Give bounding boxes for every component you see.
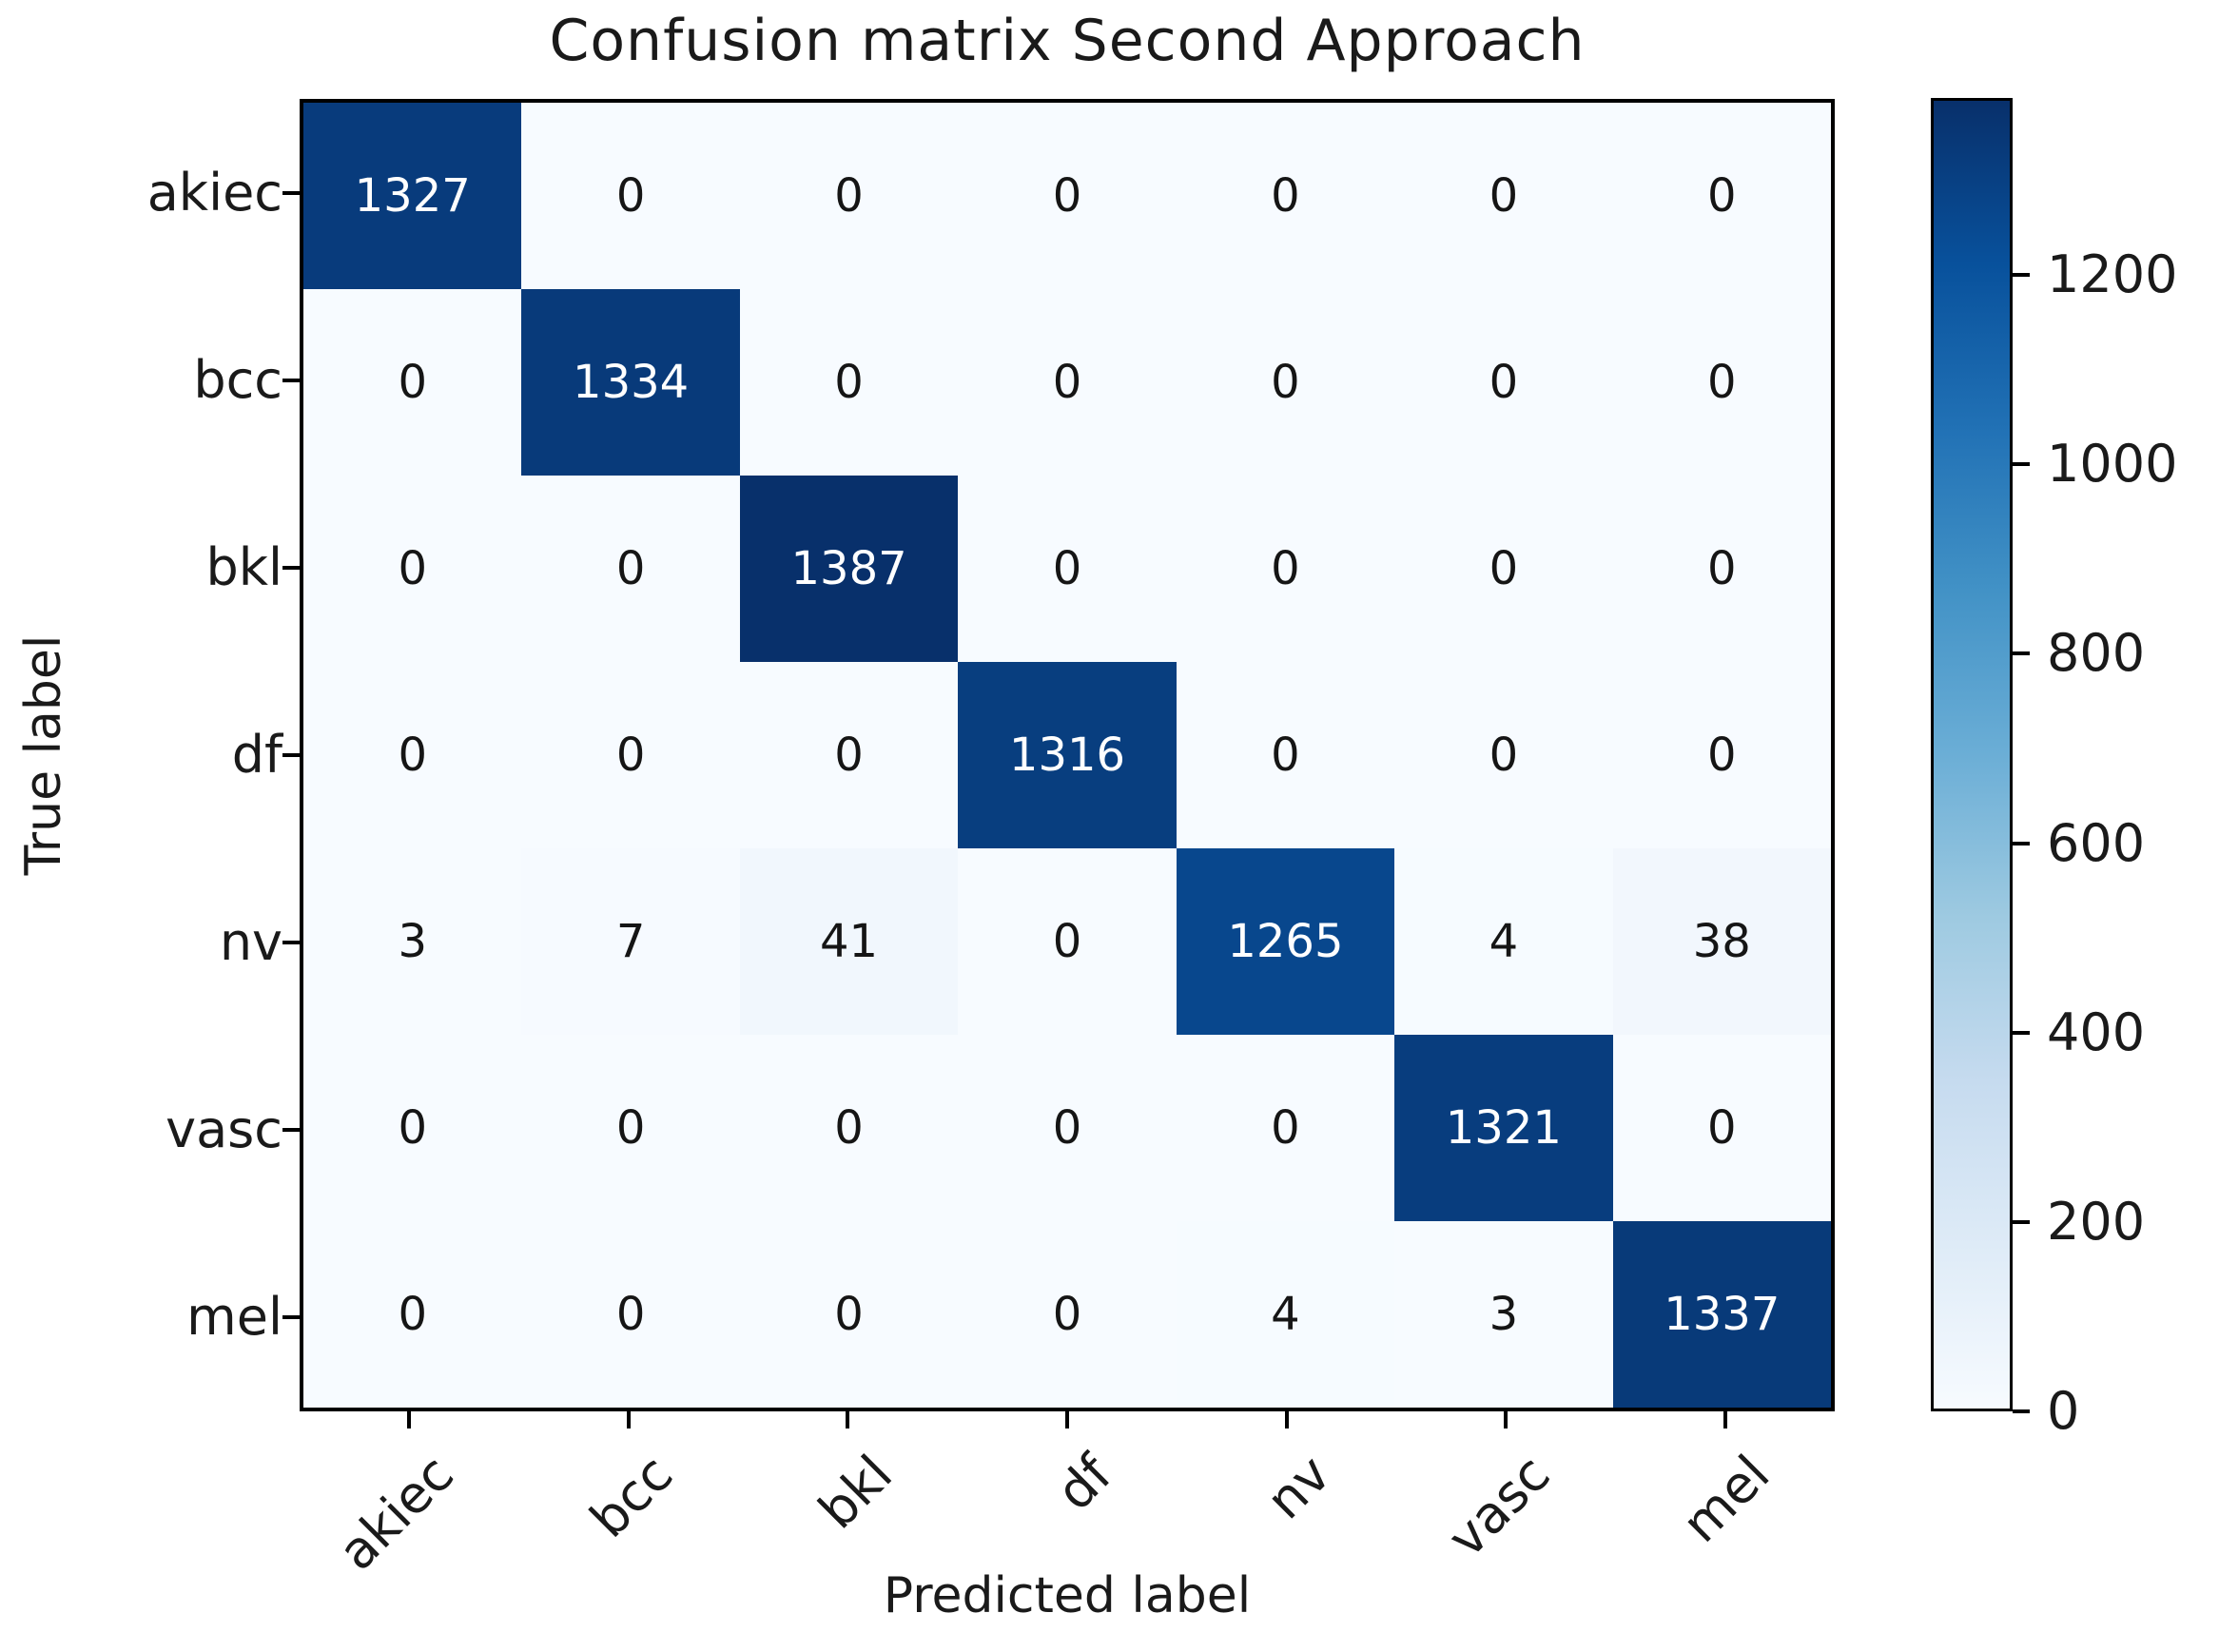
xtick-label-df: df: [1044, 1444, 1123, 1523]
matrix-cell-akiec-mel: 0: [1612, 103, 1831, 289]
matrix-cell-mel-bkl: 0: [739, 1221, 959, 1408]
matrix-cell-df-nv: 0: [1176, 662, 1395, 848]
matrix-cell-akiec-bkl: 0: [739, 103, 959, 289]
colorbar-tick-label-800: 800: [2047, 623, 2146, 684]
matrix-cell-bcc-bkl: 0: [739, 289, 959, 476]
ytick-label-mel: mel: [186, 1287, 282, 1348]
matrix-cell-bcc-df: 0: [958, 289, 1177, 476]
ytick-label-bcc: bcc: [193, 349, 282, 410]
colorbar-tick-mark: [2013, 1409, 2030, 1413]
colorbar-tick-mark: [2013, 273, 2030, 278]
heatmap-axes: 1327 0 0 0 0 0 0 0 1334 0 0 0 0 0 0 0 1387 0 0 0 0 0 0 0 1316 0 0 0…: [300, 99, 1835, 1411]
xtick-label-akiec: akiec: [326, 1444, 465, 1583]
ytick-mark: [282, 941, 300, 945]
matrix-cell-nv-bkl: 41: [739, 848, 959, 1035]
ytick-mark: [282, 1315, 300, 1320]
ytick-label-vasc: vasc: [165, 1099, 282, 1160]
xtick-label-vasc: vasc: [1436, 1444, 1562, 1569]
matrix-cell-mel-bcc: 0: [521, 1221, 740, 1408]
matrix-cell-vasc-df: 0: [958, 1035, 1177, 1221]
matrix-cell-bcc-nv: 0: [1176, 289, 1395, 476]
matrix-cell-df-akiec: 0: [303, 662, 522, 848]
matrix-cell-bkl-vasc: 0: [1394, 476, 1613, 662]
matrix-cell-bkl-df: 0: [958, 476, 1177, 662]
matrix-cell-bcc-vasc: 0: [1394, 289, 1613, 476]
matrix-cell-bkl-bkl: 1387: [739, 476, 959, 662]
matrix-cell-df-mel: 0: [1612, 662, 1831, 848]
colorbar-tick-label-1200: 1200: [2047, 244, 2178, 305]
matrix-cell-nv-akiec: 3: [303, 848, 522, 1035]
matrix-cell-bkl-nv: 0: [1176, 476, 1395, 662]
matrix-cell-vasc-nv: 0: [1176, 1035, 1395, 1221]
matrix-cell-akiec-akiec: 1327: [303, 103, 522, 289]
matrix-cell-vasc-bkl: 0: [739, 1035, 959, 1221]
colorbar-tick-label-200: 200: [2047, 1191, 2146, 1252]
xtick-mark: [1504, 1411, 1509, 1428]
matrix-cell-akiec-bcc: 0: [521, 103, 740, 289]
ytick-mark: [282, 1128, 300, 1133]
matrix-cell-df-bcc: 0: [521, 662, 740, 848]
colorbar-tick-mark: [2013, 1219, 2030, 1224]
matrix-cell-bcc-akiec: 0: [303, 289, 522, 476]
matrix-cell-mel-mel: 1337: [1612, 1221, 1831, 1408]
matrix-cell-vasc-mel: 0: [1612, 1035, 1831, 1221]
matrix-cell-mel-nv: 4: [1176, 1221, 1395, 1408]
matrix-cell-bcc-mel: 0: [1612, 289, 1831, 476]
matrix-cell-bkl-mel: 0: [1612, 476, 1831, 662]
matrix-cell-bcc-bcc: 1334: [521, 289, 740, 476]
colorbar-tick-label-0: 0: [2047, 1381, 2080, 1441]
xtick-mark: [407, 1411, 412, 1428]
x-axis-label: Predicted label: [883, 1567, 1252, 1624]
matrix-cell-bkl-akiec: 0: [303, 476, 522, 662]
matrix-cell-vasc-vasc: 1321: [1394, 1035, 1613, 1221]
xtick-mark: [846, 1411, 850, 1428]
matrix-cell-mel-akiec: 0: [303, 1221, 522, 1408]
matrix-cell-df-bkl: 0: [739, 662, 959, 848]
heatmap-grid: 1327 0 0 0 0 0 0 0 1334 0 0 0 0 0 0 0 1387 0 0 0 0 0 0 0 1316 0 0 0…: [303, 103, 1831, 1408]
xtick-mark: [1284, 1411, 1289, 1428]
chart-title: Confusion matrix Second Approach: [549, 8, 1586, 74]
colorbar-tick-label-400: 400: [2047, 1001, 2146, 1062]
xtick-mark: [1723, 1411, 1727, 1428]
xtick-label-bcc: bcc: [578, 1444, 685, 1549]
ytick-label-df: df: [231, 725, 282, 785]
colorbar-tick-mark: [2013, 841, 2030, 845]
ytick-mark: [282, 378, 300, 382]
colorbar-tick-mark: [2013, 651, 2030, 656]
ytick-mark: [282, 190, 300, 195]
colorbar-tick-mark: [2013, 462, 2030, 467]
matrix-cell-mel-df: 0: [958, 1221, 1177, 1408]
colorbar: [1931, 98, 2013, 1411]
matrix-cell-akiec-df: 0: [958, 103, 1177, 289]
ytick-label-bkl: bkl: [205, 536, 282, 597]
matrix-cell-vasc-bcc: 0: [521, 1035, 740, 1221]
colorbar-tick-label-1000: 1000: [2047, 434, 2178, 495]
matrix-cell-nv-df: 0: [958, 848, 1177, 1035]
xtick-label-mel: mel: [1670, 1444, 1781, 1554]
matrix-cell-vasc-akiec: 0: [303, 1035, 522, 1221]
xtick-label-bkl: bkl: [807, 1444, 904, 1541]
matrix-cell-akiec-vasc: 0: [1394, 103, 1613, 289]
xtick-mark: [626, 1411, 631, 1428]
matrix-cell-nv-vasc: 4: [1394, 848, 1613, 1035]
ytick-label-nv: nv: [219, 912, 282, 973]
colorbar-tick-label-600: 600: [2047, 812, 2146, 873]
matrix-cell-nv-nv: 1265: [1176, 848, 1395, 1035]
ytick-mark: [282, 565, 300, 570]
matrix-cell-df-vasc: 0: [1394, 662, 1613, 848]
matrix-cell-df-df: 1316: [958, 662, 1177, 848]
xtick-label-nv: nv: [1255, 1444, 1343, 1531]
ytick-mark: [282, 753, 300, 757]
matrix-cell-mel-vasc: 3: [1394, 1221, 1613, 1408]
colorbar-tick-mark: [2013, 1030, 2030, 1035]
matrix-cell-nv-bcc: 7: [521, 848, 740, 1035]
matrix-cell-nv-mel: 38: [1612, 848, 1831, 1035]
matrix-cell-bkl-bcc: 0: [521, 476, 740, 662]
matrix-cell-akiec-nv: 0: [1176, 103, 1395, 289]
xtick-mark: [1065, 1411, 1069, 1428]
ytick-label-akiec: akiec: [146, 162, 282, 223]
